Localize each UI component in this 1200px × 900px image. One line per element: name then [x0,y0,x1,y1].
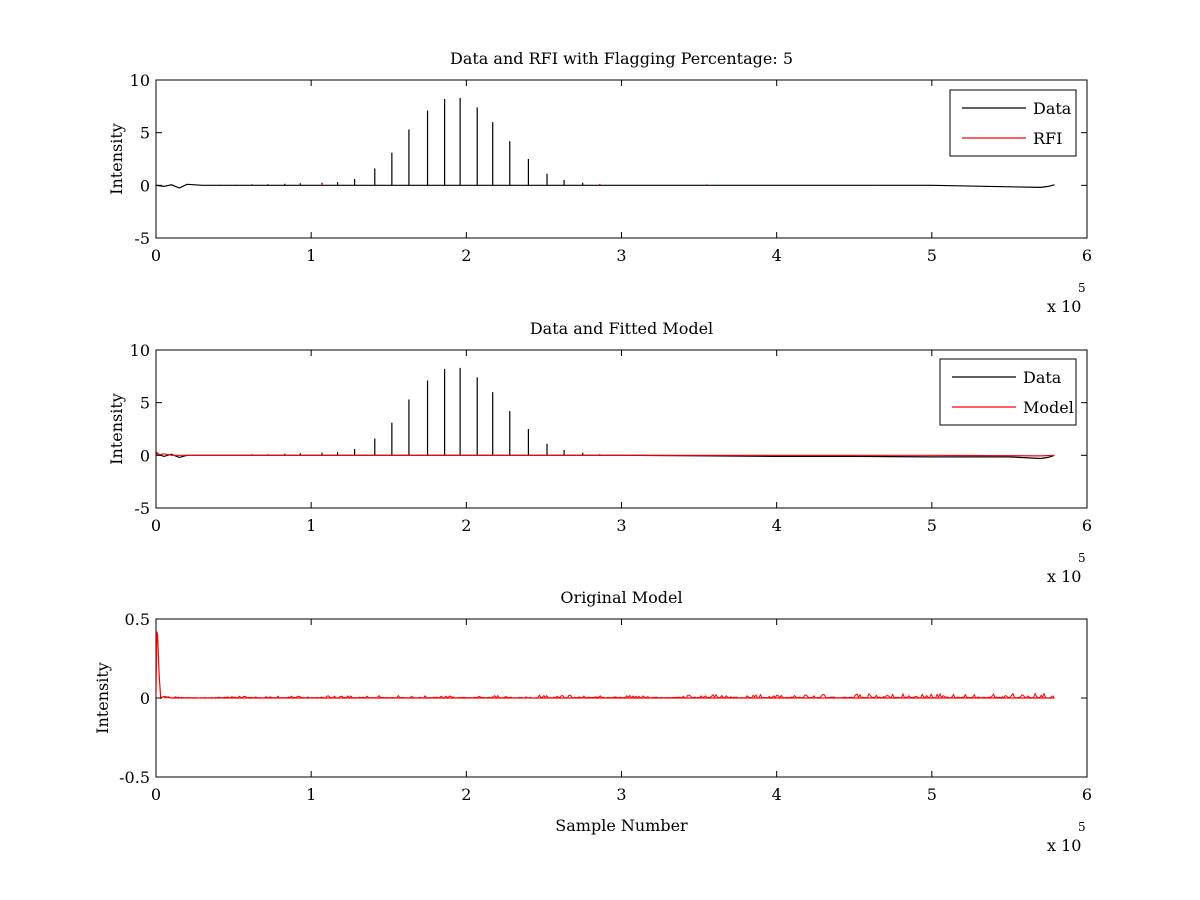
x-multiplier-base: x 10 [1047,567,1081,586]
x-multiplier-exponent: 5 [1078,281,1086,295]
y-tick-label: 5 [140,394,150,413]
legend-box [939,358,1077,426]
x-tick-label: 6 [1082,246,1092,265]
x-tick-label: 3 [616,246,626,265]
x-multiplier-base: x 10 [1047,836,1081,855]
legend: Data Model [939,358,1077,426]
legend: Data RFI [949,89,1077,157]
x-tick-label: 4 [772,785,782,804]
x-tick-label: 3 [616,516,626,535]
y-axis-label: Intensity [107,123,126,195]
legend-label-rfi: RFI [1033,129,1062,148]
series-baseline [156,183,1055,189]
x-tick-label: 3 [616,785,626,804]
plot-area [155,349,1088,509]
y-tick-label: -5 [134,499,150,518]
y-tick-label: 0.5 [125,610,150,629]
chart-title: Original Model [560,588,682,607]
legend-label-data: Data [1033,99,1072,118]
x-tick-label: 5 [927,246,937,265]
y-tick-label: -5 [134,229,150,248]
series-model [156,451,1055,457]
x-multiplier-exponent: 5 [1078,551,1086,565]
y-tick-label: -0.5 [119,768,150,787]
x-tick-label: 1 [306,785,316,804]
x-multiplier-exponent: 5 [1078,820,1086,834]
y-axis-label: Intensity [93,662,112,734]
y-tick-label: 5 [140,124,150,143]
x-tick-label: 6 [1082,516,1092,535]
x-tick-label: 2 [461,246,471,265]
x-tick-label: 0 [151,516,161,535]
x-tick-label: 0 [151,246,161,265]
y-tick-label: 10 [130,341,150,360]
y-tick-label: 0 [140,176,150,195]
series-line [156,451,1055,457]
x-tick-label: 2 [461,785,471,804]
x-tick-label: 5 [927,785,937,804]
legend-box [949,89,1077,157]
x-tick-label: 4 [772,246,782,265]
chart-title: Data and RFI with Flagging Percentage: 5 [450,49,793,68]
x-tick-label: 2 [461,516,471,535]
x-tick-label: 0 [151,785,161,804]
series-rfi [251,183,930,186]
x-tick-label: 4 [772,516,782,535]
x-tick-label: 1 [306,516,316,535]
legend-label-model: Model [1023,398,1074,417]
y-axis-label: Intensity [107,393,126,465]
x-tick-label: 6 [1082,785,1092,804]
plot-marks [156,367,1055,460]
x-multiplier-base: x 10 [1047,297,1081,316]
y-tick-label: 0 [140,446,150,465]
plot-area [155,79,1088,239]
series-data [156,97,1055,189]
plot-marks [156,97,1055,189]
series-noise [163,692,1055,699]
y-tick-label: 10 [130,71,150,90]
y-tick-label: 0 [140,689,150,708]
legend-label-data: Data [1023,368,1062,387]
plot-marks [156,631,1055,699]
x-tick-label: 5 [927,516,937,535]
x-tick-label: 1 [306,246,316,265]
x-axis-label: Sample Number [555,816,688,835]
series-model [156,631,1055,699]
chart-title: Data and Fitted Model [530,319,713,338]
